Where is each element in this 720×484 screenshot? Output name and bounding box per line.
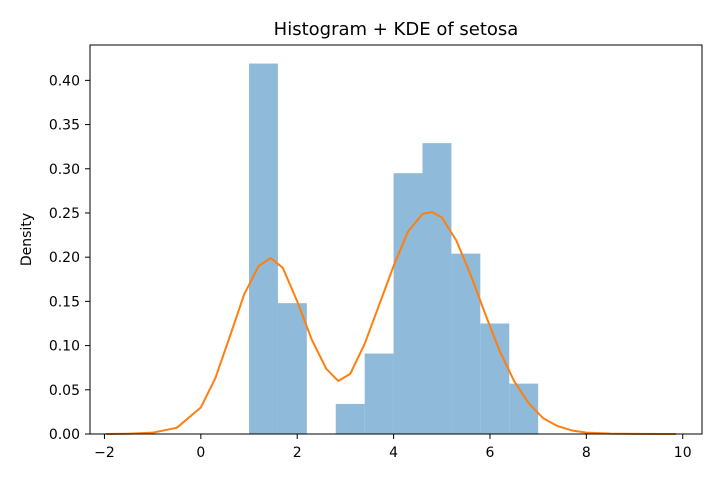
y-tick-label: 0.15 (49, 294, 80, 310)
histogram-bar (480, 323, 510, 434)
y-tick-label: 0.35 (49, 118, 80, 134)
kde-line (105, 211, 677, 435)
x-tick-label: 4 (389, 445, 398, 461)
y-axis-title: Density (19, 213, 35, 266)
y-tick-label: 0.40 (49, 73, 80, 89)
plot-frame (89, 44, 703, 435)
histogram-bar (422, 143, 452, 434)
x-tick-label: 0 (196, 445, 205, 461)
chart-title: Histogram + KDE of setosa (274, 19, 519, 40)
histogram-bar (277, 303, 307, 434)
y-tick-label: 0.30 (49, 162, 80, 178)
x-tick-label: 8 (582, 445, 591, 461)
x-tick-label: −2 (94, 445, 115, 461)
y-tick-label: 0.25 (49, 206, 80, 222)
axes: −2 0 2 4 6 8 10 0.00 0.05 0.10 0.15 0.20 0.25 0.30 0.3… (49, 44, 703, 461)
histogram-bars (249, 63, 539, 434)
y-tick-label: 0.10 (49, 339, 80, 355)
x-tick-label: 2 (293, 445, 302, 461)
y-tick-label: 0.00 (49, 427, 80, 443)
histogram-bar (335, 403, 365, 434)
x-tick-label: 10 (674, 445, 692, 461)
histogram-bar (364, 353, 394, 434)
histogram-bar (249, 63, 278, 434)
histogram-bar (393, 173, 423, 434)
histogram-bar (451, 253, 481, 434)
y-tick-label: 0.05 (49, 383, 80, 399)
x-tick-label: 6 (486, 445, 495, 461)
kde-curve-layer (105, 211, 677, 435)
y-tick-label: 0.20 (49, 250, 80, 266)
